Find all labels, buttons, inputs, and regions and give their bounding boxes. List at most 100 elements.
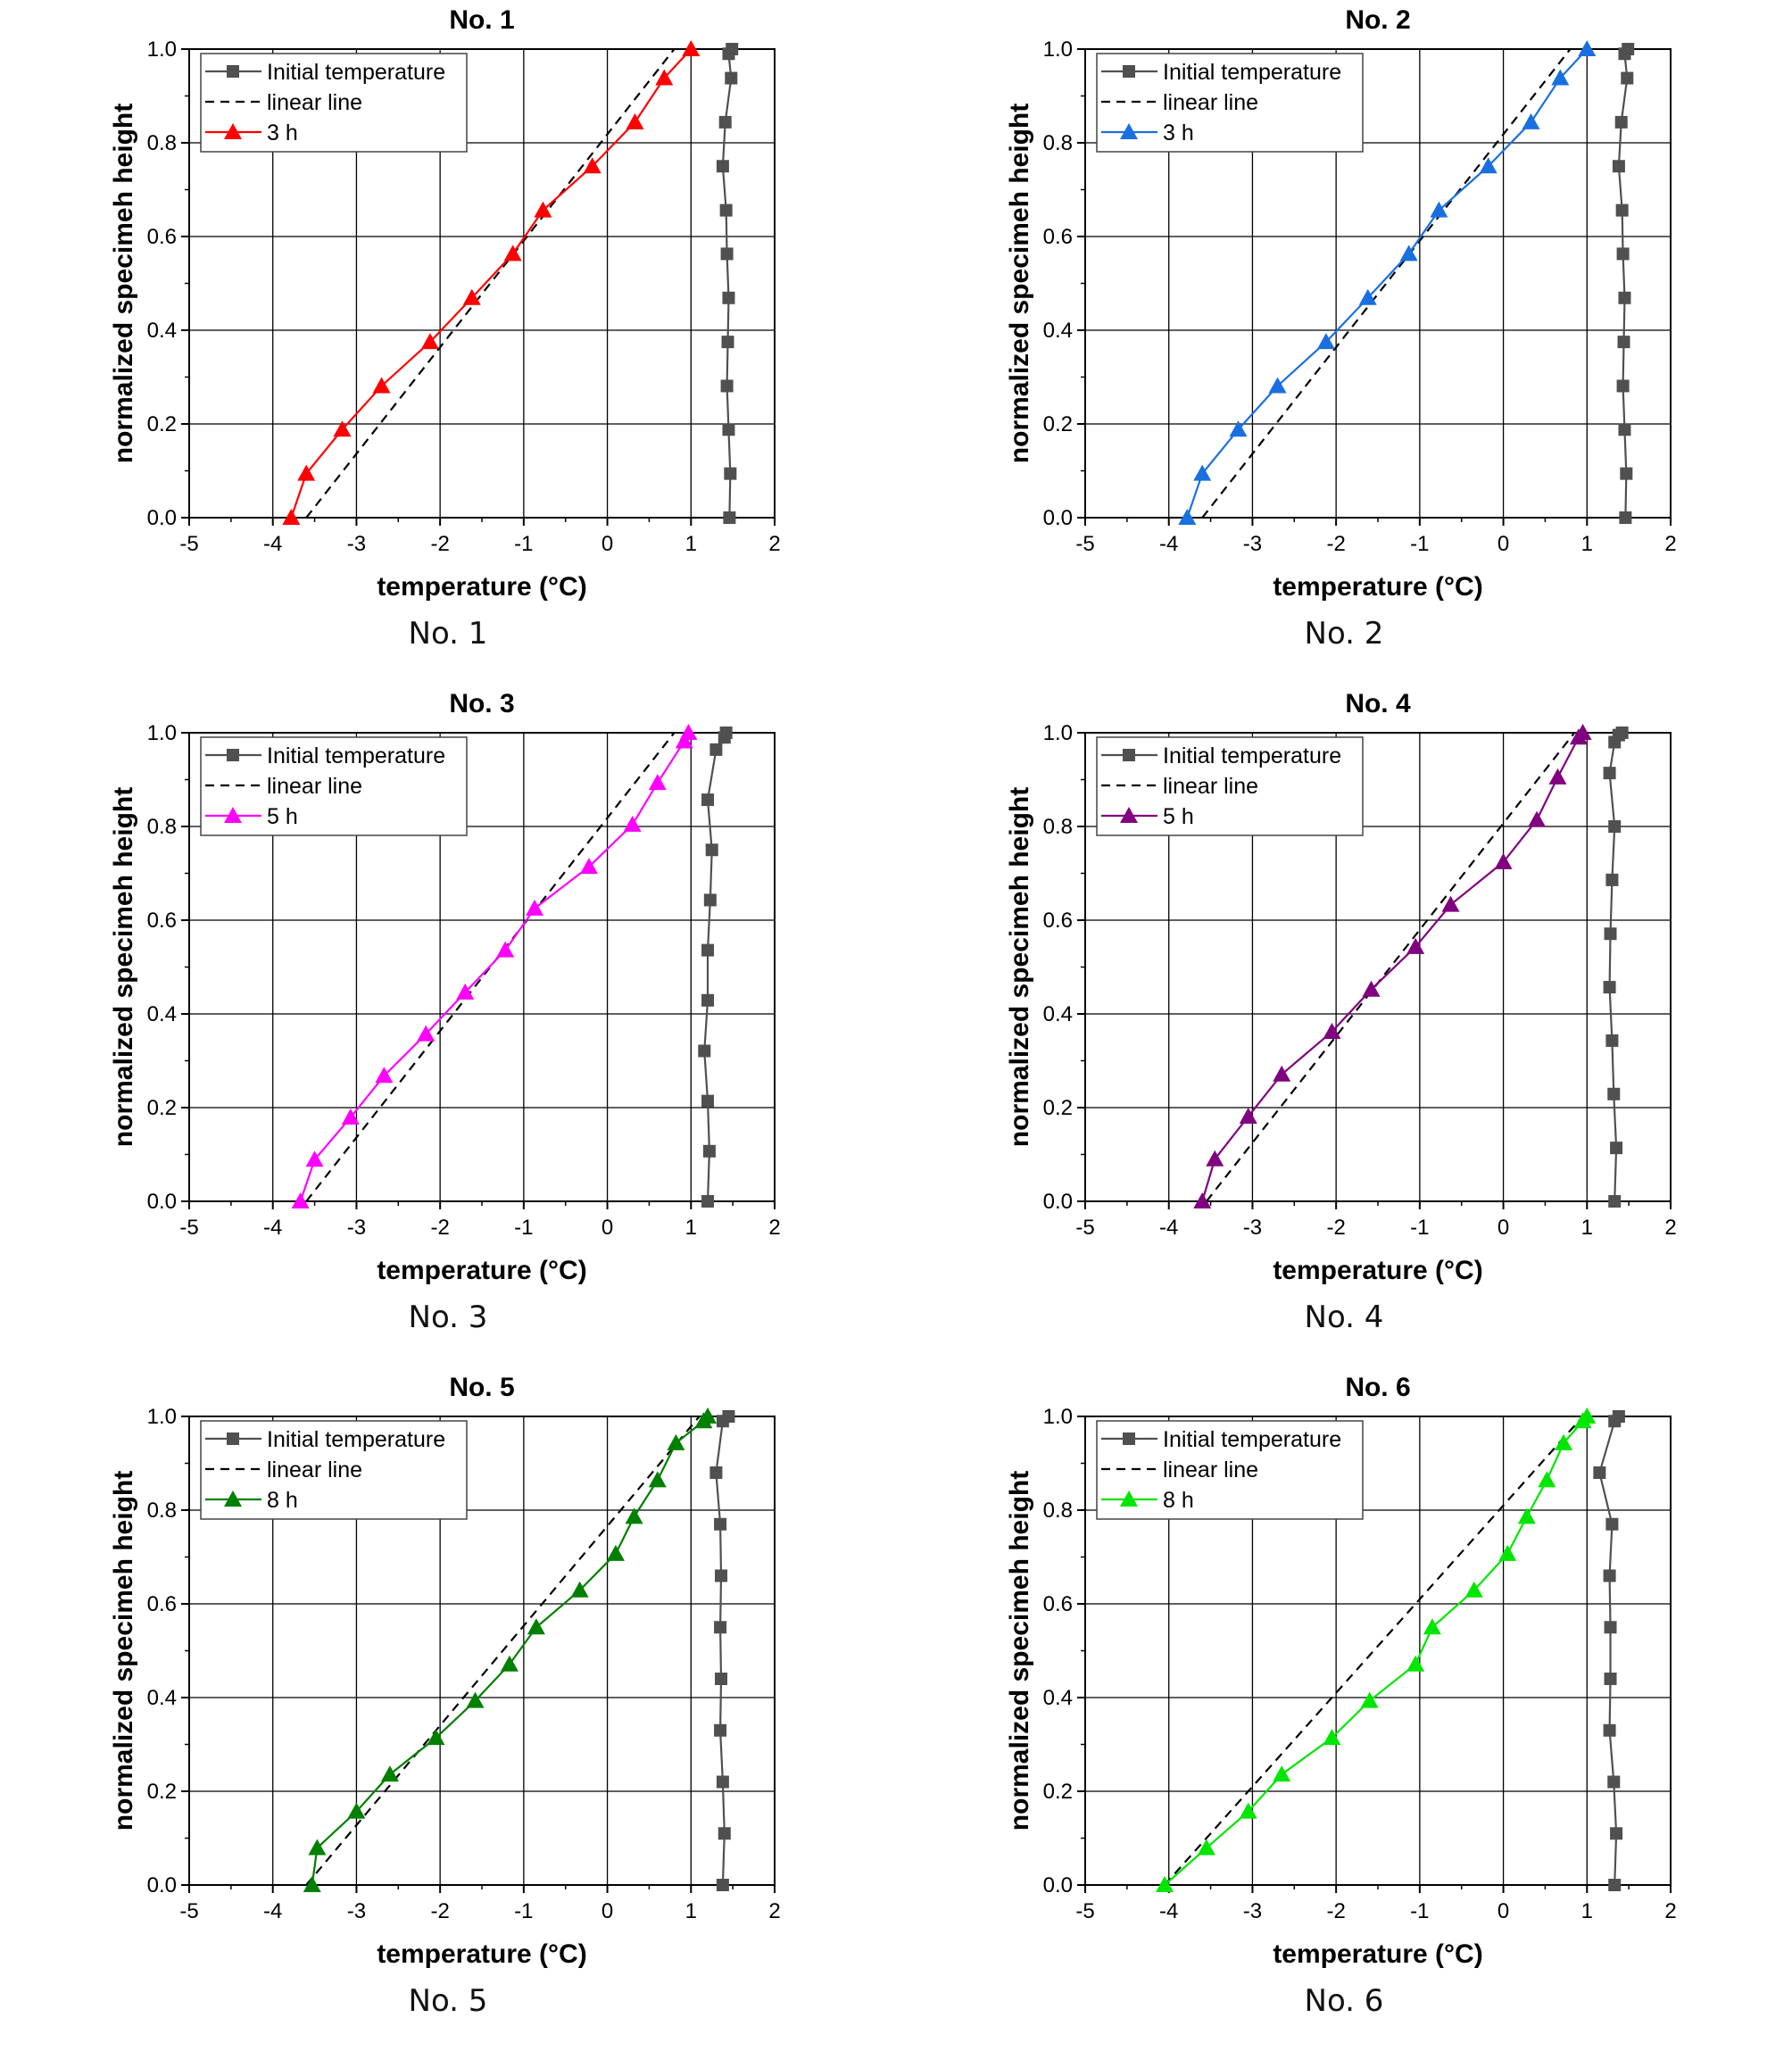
data-point: [1619, 511, 1632, 524]
legend-swatch-marker: [1120, 123, 1138, 139]
x-tick-label: -2: [430, 1899, 449, 1923]
legend-box: [1096, 736, 1364, 836]
series-3: [1193, 724, 1592, 1208]
x-tick-label: -1: [1410, 1899, 1429, 1923]
legend-label: linear line: [1163, 1457, 1258, 1482]
data-point: [1239, 1802, 1257, 1819]
data-point: [723, 511, 736, 524]
data-point: [625, 1507, 643, 1524]
data-point: [626, 112, 644, 129]
data-point: [718, 115, 732, 129]
x-tick-label: -1: [514, 532, 533, 556]
data-point: [1538, 1471, 1556, 1488]
series-2: [305, 48, 676, 519]
x-tick-label: 2: [1664, 532, 1676, 556]
data-point: [1608, 1879, 1622, 1891]
data-point: [682, 40, 701, 56]
x-tick-label: -2: [430, 1216, 449, 1240]
series-3: [282, 40, 701, 525]
legend-label: Initial temperature: [267, 1427, 445, 1452]
x-axis-label: temperature (°C): [377, 1256, 586, 1285]
y-tick-label: 0.0: [147, 1873, 177, 1897]
y-tick-label: 0.2: [1043, 412, 1073, 436]
data-point: [1603, 981, 1616, 994]
data-point: [526, 899, 544, 916]
data-point: [1464, 1581, 1483, 1598]
data-point: [534, 201, 552, 218]
x-tick-label: 2: [1664, 1899, 1676, 1923]
y-tick-label: 1.0: [1043, 37, 1073, 62]
x-tick-label: 1: [685, 1216, 697, 1240]
data-point: [722, 1410, 735, 1423]
x-tick-label: 2: [768, 532, 780, 556]
data-point: [1239, 1107, 1257, 1124]
legend-label: 3 h: [267, 120, 298, 145]
chart-no-1: No. 1 -5 -4 -3 -2 -1 0 1 2 0.0 0.2 0.4 0.6 0.8 1.0 temp…: [109, 5, 781, 602]
x-tick-label: -1: [514, 1899, 533, 1923]
y-tick-label: 0.6: [147, 1592, 177, 1616]
data-point: [714, 1517, 727, 1531]
data-point: [1603, 1723, 1616, 1737]
chart-no-6: No. 6 -5 -4 -3 -2 -1 0 1 2 0.0 0.2 0.4 0.6 0.8 1.0 temp…: [1005, 1373, 1677, 1969]
data-point: [1620, 467, 1633, 480]
data-point: [648, 1471, 667, 1488]
chart-panel-no-6: No. 6 -5 -4 -3 -2 -1 0 1 2 0.0 0.2 0.4 0.6 0.8 1.0 temp…: [896, 1367, 1792, 2051]
series-2: [1206, 732, 1576, 1202]
y-tick-label: 0.6: [1043, 909, 1073, 933]
data-point: [1551, 69, 1570, 86]
legend: Initial temperature linear line 5 h: [200, 736, 468, 836]
panel-caption: No. 2: [1304, 616, 1384, 652]
legend-swatch-marker: [1123, 65, 1135, 78]
y-tick-label: 0.8: [147, 1499, 177, 1523]
data-point: [1360, 1691, 1379, 1708]
data-point: [1229, 420, 1248, 437]
series-line: [305, 48, 676, 519]
data-point: [417, 1025, 436, 1042]
x-tick-label: 2: [1664, 1216, 1676, 1240]
legend: Initial temperature linear line 5 h: [1096, 736, 1364, 836]
y-tick-label: 0.4: [147, 1002, 177, 1026]
chart-panel-no-2: No. 2 -5 -4 -3 -2 -1 0 1 2 0.0 0.2 0.4 0.6 0.8 1.0 temp…: [896, 0, 1792, 684]
legend-label: 8 h: [1163, 1488, 1194, 1513]
data-point: [719, 203, 733, 217]
x-tick-label: -4: [1159, 1899, 1178, 1923]
x-tick-label: 0: [1497, 1216, 1509, 1240]
y-tick-label: 0.6: [147, 225, 177, 249]
data-point: [702, 1144, 716, 1158]
chart-panel-no-3: No. 3 -5 -4 -3 -2 -1 0 1 2 0.0 0.2 0.4 0.6 0.8 1.0 temp…: [0, 684, 896, 1367]
x-axis-label: temperature (°C): [1273, 1939, 1482, 1969]
data-point: [1608, 1195, 1622, 1208]
y-axis-label: normalized specimeh height: [109, 104, 138, 463]
data-point: [503, 245, 522, 262]
series-line: [290, 48, 693, 519]
x-tick-label: -4: [263, 1899, 282, 1923]
series-3: [303, 1407, 718, 1892]
data-point: [705, 843, 718, 857]
y-tick-label: 0.8: [1043, 815, 1073, 839]
legend: Initial temperature linear line 3 h: [200, 53, 468, 153]
x-tick-label: -4: [1159, 1216, 1178, 1240]
y-tick-label: 1.0: [147, 1405, 177, 1429]
x-tick-label: -4: [1159, 532, 1178, 556]
data-point: [282, 509, 301, 525]
y-tick-label: 0.2: [147, 412, 177, 436]
data-point: [724, 467, 737, 480]
data-point: [308, 1839, 327, 1856]
data-point: [1621, 71, 1634, 85]
series-2: [305, 732, 676, 1202]
y-tick-label: 0.4: [1043, 1686, 1073, 1710]
y-tick-label: 0.6: [1043, 1592, 1073, 1616]
data-point: [1617, 336, 1630, 349]
x-tick-label: -5: [179, 1216, 198, 1240]
data-point: [721, 336, 734, 349]
data-point: [420, 333, 439, 350]
series-line: [1164, 1416, 1584, 1886]
legend-swatch-marker: [1120, 807, 1138, 823]
data-point: [1479, 157, 1497, 174]
x-tick-label: 1: [1581, 1899, 1593, 1923]
data-point: [1193, 1192, 1212, 1208]
data-point: [1268, 377, 1287, 394]
y-axis-label: normalized specimeh height: [109, 1471, 138, 1831]
data-point: [701, 1094, 715, 1108]
data-point: [303, 1876, 321, 1892]
